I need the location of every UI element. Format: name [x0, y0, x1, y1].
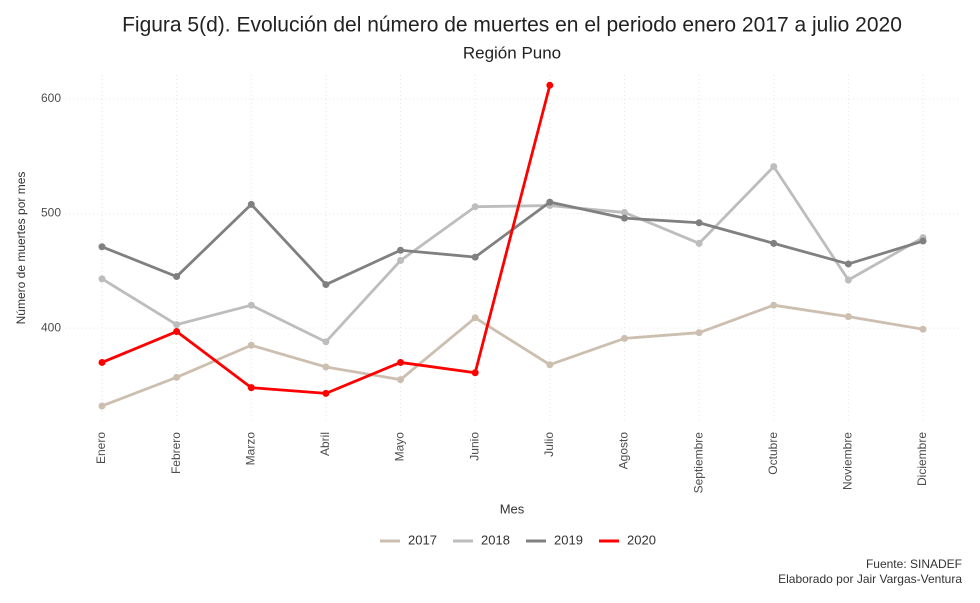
data-point — [173, 273, 181, 281]
x-tick-label: Julio — [542, 432, 556, 457]
caption: Elaborado por Jair Vargas-Ventura — [778, 572, 962, 586]
x-axis-label: Mes — [500, 501, 525, 516]
data-point — [695, 329, 703, 337]
data-point — [471, 203, 479, 211]
series-line — [101, 303, 924, 408]
data-point — [98, 243, 106, 251]
data-point — [247, 384, 255, 392]
x-tick-label: Septiembre — [691, 432, 705, 494]
x-tick-label: Marzo — [243, 432, 257, 466]
series-line — [101, 200, 924, 286]
data-point — [620, 208, 628, 216]
legend-label: 2017 — [408, 532, 437, 547]
data-point — [98, 358, 106, 366]
x-tick-label: Junio — [467, 432, 481, 461]
caption: Fuente: SINADEF — [866, 557, 962, 571]
data-point — [98, 275, 106, 283]
data-point — [546, 81, 554, 89]
data-point — [322, 281, 330, 289]
x-tick-label: Octubre — [766, 432, 780, 475]
data-point — [844, 260, 852, 268]
data-point — [695, 239, 703, 247]
x-tick-label: Abril — [318, 432, 332, 456]
x-tick-label: Febrero — [169, 432, 183, 474]
x-tick-label: Mayo — [393, 432, 407, 462]
data-point — [770, 239, 778, 247]
legend-label: 2018 — [481, 532, 510, 547]
data-point — [322, 363, 330, 371]
legend-label: 2020 — [627, 532, 656, 547]
data-point — [770, 163, 778, 171]
data-point — [173, 328, 181, 336]
y-tick-label: 500 — [41, 206, 61, 220]
data-point — [546, 198, 554, 206]
data-point — [471, 314, 479, 322]
x-tick-label: Agosto — [617, 432, 631, 470]
data-point — [397, 246, 405, 254]
data-point — [620, 334, 628, 342]
data-point — [919, 237, 927, 245]
data-point — [397, 376, 405, 384]
data-point — [546, 361, 554, 369]
x-tick-label: Diciembre — [915, 432, 929, 486]
y-tick-label: 600 — [41, 91, 61, 105]
data-point — [770, 301, 778, 309]
data-point — [247, 341, 255, 349]
data-point — [695, 219, 703, 227]
y-axis-label: Número de muertes por mes — [14, 172, 28, 325]
data-point — [322, 389, 330, 397]
chart-title: Figura 5(d). Evolución del número de mue… — [122, 14, 902, 37]
data-point — [247, 200, 255, 208]
legend-label: 2019 — [554, 532, 583, 547]
data-point — [397, 358, 405, 366]
data-point — [247, 301, 255, 309]
data-point — [471, 253, 479, 261]
x-tick-label: Noviembre — [841, 432, 855, 490]
data-point — [173, 321, 181, 329]
y-tick-label: 400 — [41, 320, 61, 334]
data-point — [98, 402, 106, 410]
data-point — [844, 313, 852, 321]
data-point — [919, 325, 927, 333]
data-point — [471, 369, 479, 377]
series-line — [101, 165, 924, 344]
data-point — [844, 276, 852, 284]
x-tick-label: Enero — [94, 432, 108, 464]
chart-subtitle: Región Puno — [463, 43, 561, 62]
data-point — [397, 257, 405, 265]
data-point — [620, 214, 628, 222]
data-point — [322, 338, 330, 346]
data-point — [173, 373, 181, 381]
